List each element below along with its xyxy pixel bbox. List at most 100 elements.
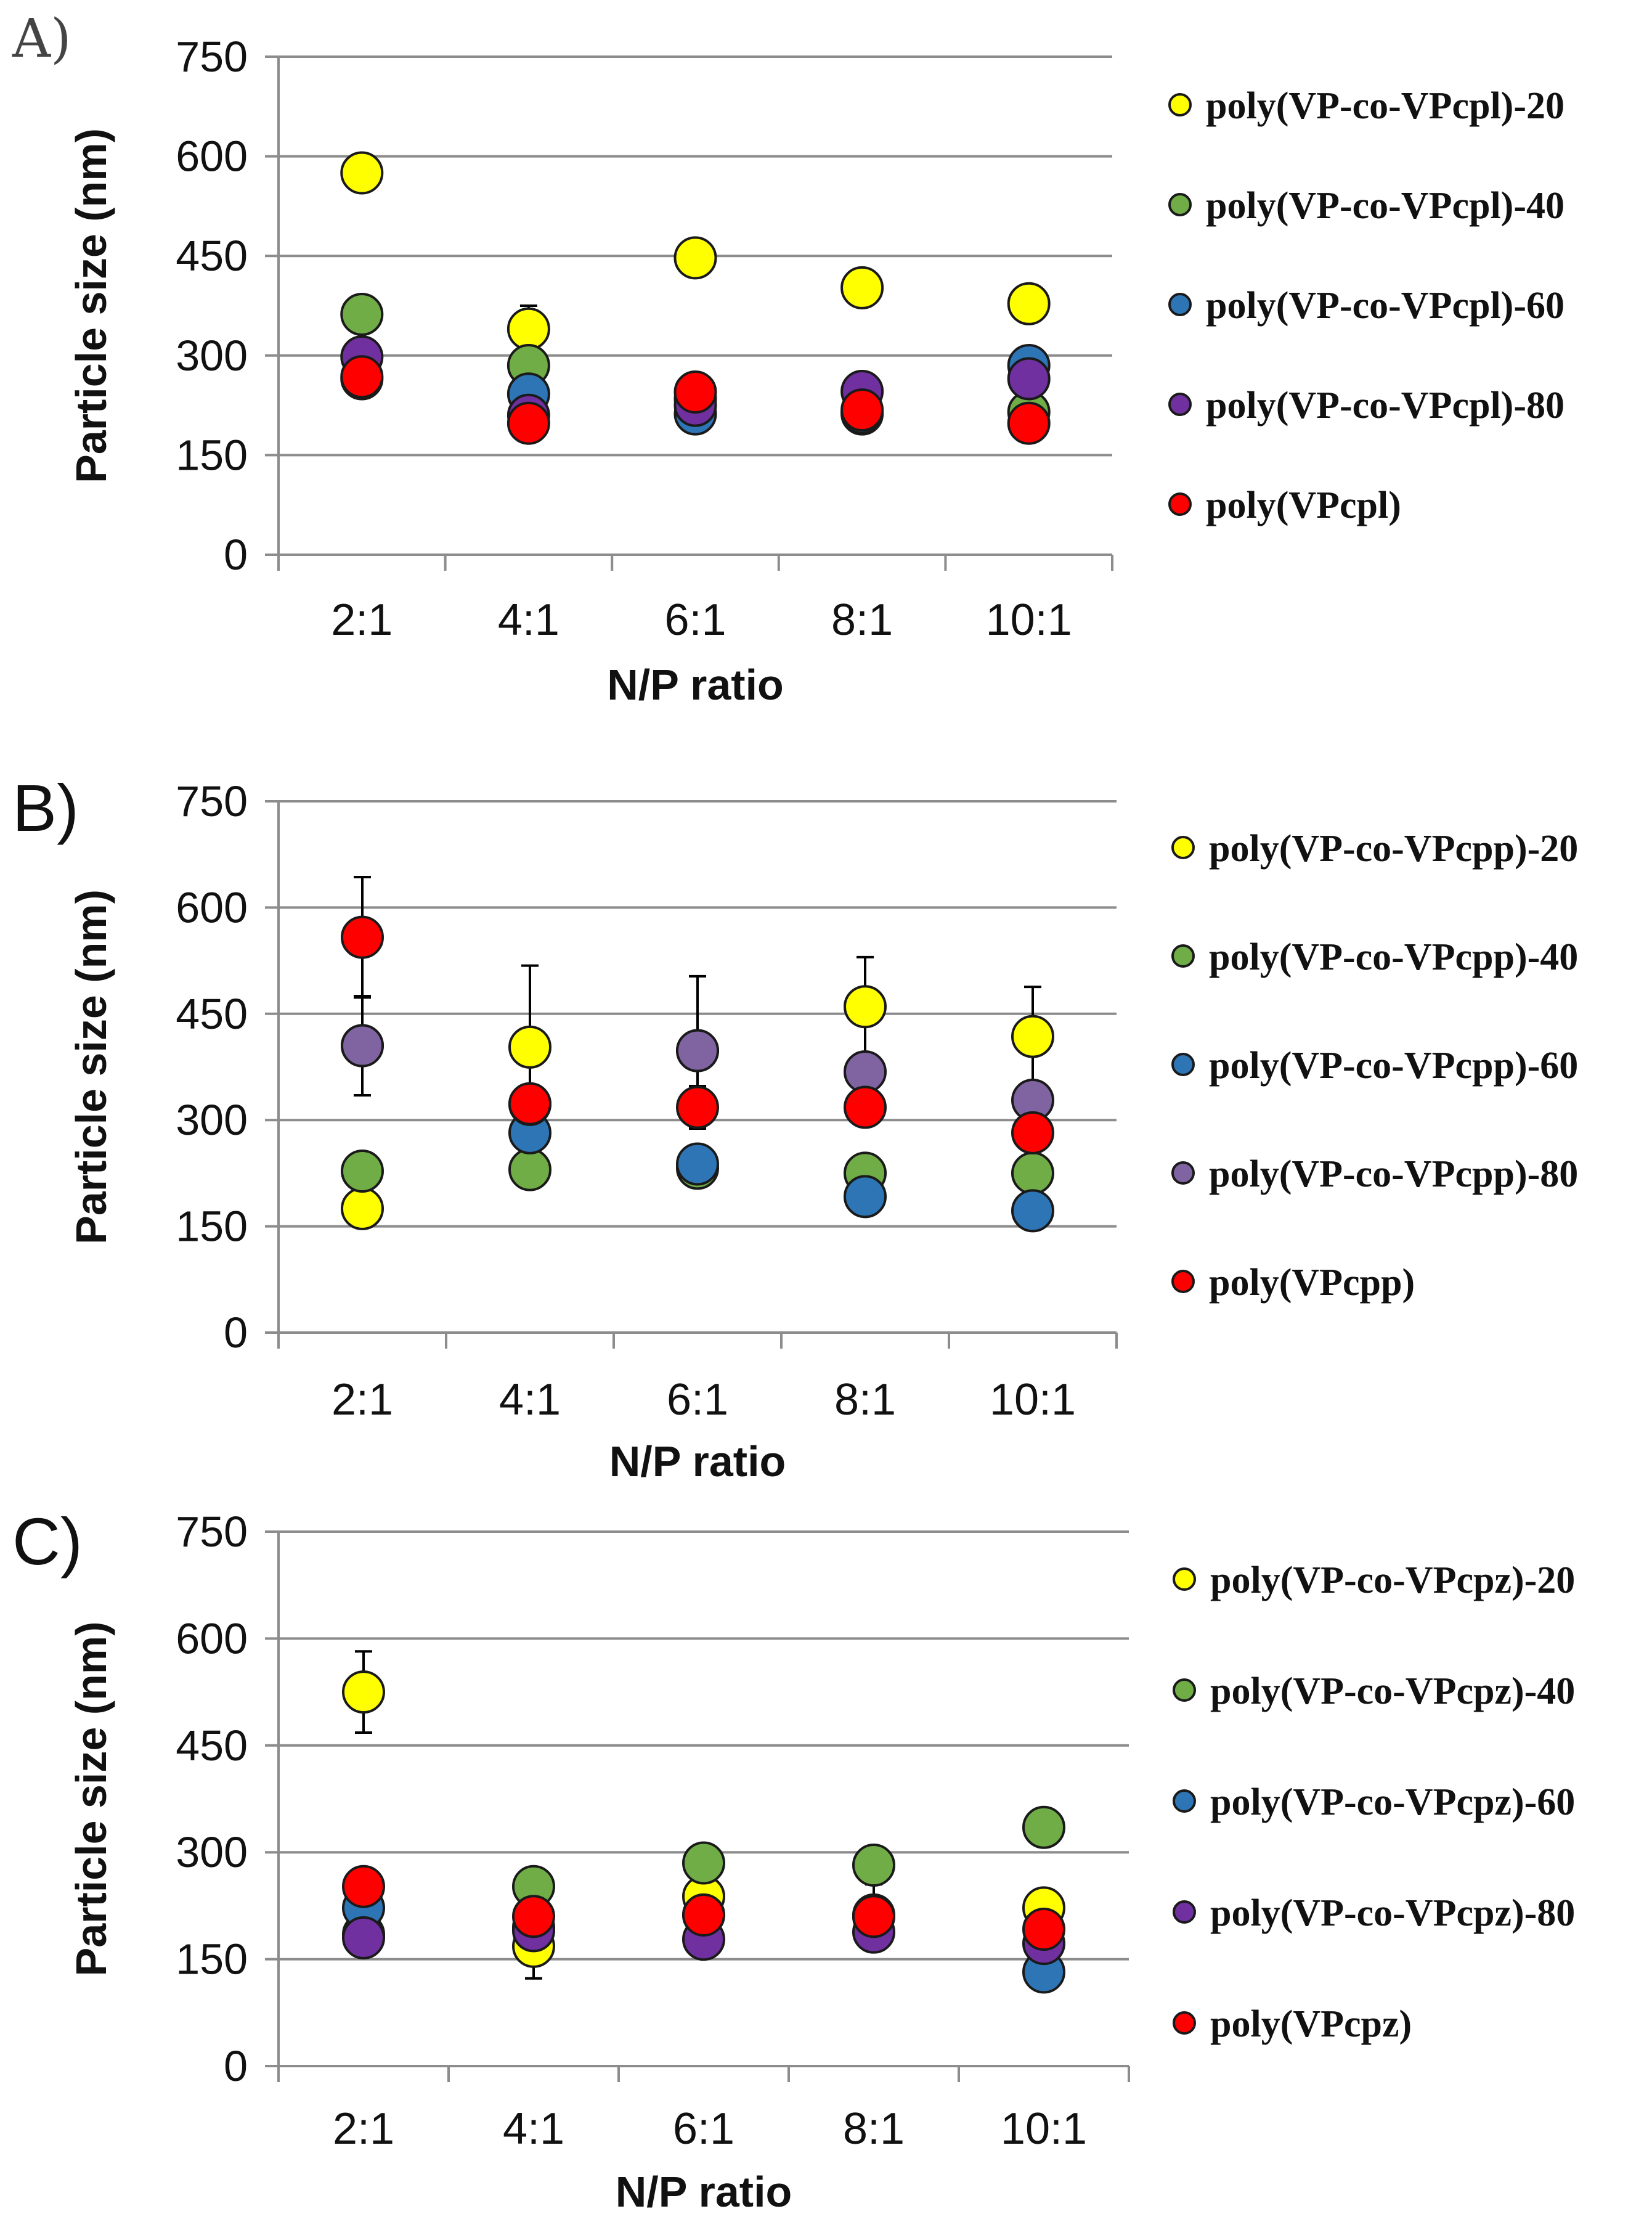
data-point-series-1 xyxy=(341,1187,384,1230)
y-tick-label: 750 xyxy=(176,33,248,81)
y-tick-label: 600 xyxy=(176,883,248,931)
data-point-series-3 xyxy=(844,1175,887,1219)
data-point-series-5 xyxy=(512,1895,555,1938)
legend-entry: poly(VPcpz) xyxy=(1210,2003,1412,2045)
legend-entry: poly(VPcpl) xyxy=(1206,484,1401,526)
x-tick-label: 4:1 xyxy=(498,595,559,645)
x-tick-label: 4:1 xyxy=(503,2104,564,2154)
x-tick-label: 4:1 xyxy=(499,1375,561,1424)
data-point-series-2 xyxy=(1011,1151,1054,1195)
legend: poly(VP-co-VPcpp)-20 poly(VP-co-VPcpp)-40… xyxy=(1171,828,1578,1304)
data-point-series-5 xyxy=(1022,1908,1065,1951)
panel-label: B) xyxy=(12,770,79,845)
legend-entry: poly(VP-co-VPcpp)-80 xyxy=(1209,1153,1578,1195)
chart-panel-1: A) 0 150 300 450 600 750 2:1 4:1 6:1 8:1 10:1 N/P ra… xyxy=(12,8,1565,709)
x-axis-title: N/P ratio xyxy=(607,661,784,709)
data-point-series-2 xyxy=(852,1844,895,1887)
data-point-series-1 xyxy=(840,266,884,309)
y-tick-label: 0 xyxy=(224,2042,248,2090)
legend-entry: poly(VP-co-VPcpz)-40 xyxy=(1210,1670,1575,1712)
legend: poly(VP-co-VPcpz)-20 poly(VP-co-VPcpz)-40… xyxy=(1173,1559,1575,2045)
chart-panel-2: B) 0 150 300 450 600 750 2:1 4:1 6:1 8:1 10:1 N/P ra… xyxy=(12,770,1578,1485)
data-point-series-2 xyxy=(340,293,384,337)
legend-marker xyxy=(1168,93,1192,116)
data-point-series-2 xyxy=(508,1148,551,1191)
data-point-series-2 xyxy=(1022,1805,1065,1849)
y-tick-label: 600 xyxy=(176,133,248,181)
legend-marker xyxy=(1171,944,1195,968)
x-tick-label: 10:1 xyxy=(1001,2104,1087,2154)
data-point-series-5 xyxy=(342,1865,385,1908)
x-tick-label: 2:1 xyxy=(332,1375,393,1424)
y-tick-label: 150 xyxy=(176,1203,248,1251)
y-tick-label: 0 xyxy=(224,531,248,579)
y-tick-label: 450 xyxy=(176,1722,248,1770)
data-point-series-5 xyxy=(852,1895,895,1938)
x-tick-label: 2:1 xyxy=(331,595,393,645)
legend-marker xyxy=(1168,393,1192,416)
legend-entry: poly(VP-co-VPcpp)-20 xyxy=(1209,828,1578,870)
legend-marker xyxy=(1168,293,1192,316)
legend-entry: poly(VP-co-VPcpl)-80 xyxy=(1206,385,1565,427)
legend-marker xyxy=(1173,1789,1196,1813)
data-point-series-1 xyxy=(844,985,887,1029)
legend-entry: poly(VP-co-VPcpl)-60 xyxy=(1206,285,1565,327)
data-point-series-5 xyxy=(682,1893,725,1937)
data-point-series-4 xyxy=(342,1916,385,1959)
y-tick-label: 750 xyxy=(176,1508,248,1556)
data-point-series-4 xyxy=(676,1029,719,1072)
x-axis-title: N/P ratio xyxy=(616,2168,792,2214)
data-point-series-3 xyxy=(1011,1189,1054,1233)
data-point-series-1 xyxy=(508,1025,551,1069)
x-tick-label: 6:1 xyxy=(667,1375,728,1424)
y-tick-label: 300 xyxy=(176,1096,248,1144)
data-point-series-1 xyxy=(507,307,550,351)
x-axis-title: N/P ratio xyxy=(609,1437,786,1485)
x-tick-label: 8:1 xyxy=(843,2104,905,2154)
legend-entry: poly(VP-co-VPcpz)-80 xyxy=(1210,1892,1575,1934)
data-point-series-5 xyxy=(1007,401,1051,445)
legend-entry: poly(VP-co-VPcpp)-60 xyxy=(1209,1045,1578,1087)
legend-entry: poly(VP-co-VPcpp)-40 xyxy=(1209,936,1578,978)
x-tick-label: 10:1 xyxy=(990,1375,1076,1424)
legend-marker xyxy=(1173,1567,1196,1591)
data-point-series-1 xyxy=(1007,282,1051,325)
data-point-series-1 xyxy=(1011,1015,1054,1058)
legend-marker xyxy=(1168,193,1192,216)
x-tick-label: 6:1 xyxy=(673,2104,734,2154)
y-tick-label: 150 xyxy=(176,431,248,479)
y-tick-label: 150 xyxy=(176,1935,248,1983)
panel-label: A) xyxy=(12,8,71,70)
data-point-series-5 xyxy=(840,388,884,432)
y-tick-label: 0 xyxy=(224,1309,248,1357)
legend: poly(VP-co-VPcpl)-20 poly(VP-co-VPcpl)-40… xyxy=(1168,85,1565,526)
data-point-series-5 xyxy=(844,1085,887,1129)
data-point-series-5 xyxy=(508,1082,551,1125)
y-tick-label: 600 xyxy=(176,1614,248,1662)
legend-marker xyxy=(1168,492,1192,516)
data-point-series-2 xyxy=(341,1149,384,1193)
data-point-series-3 xyxy=(676,1142,719,1186)
data-point-series-5 xyxy=(507,401,550,445)
legend-marker xyxy=(1171,1161,1195,1185)
legend-entry: poly(VP-co-VPcpz)-60 xyxy=(1210,1781,1575,1823)
legend-entry: poly(VPcpp) xyxy=(1209,1262,1415,1304)
y-tick-label: 450 xyxy=(176,232,248,280)
x-tick-label: 2:1 xyxy=(333,2104,394,2154)
y-axis-title: Particle size (nm) xyxy=(67,889,115,1244)
y-tick-label: 750 xyxy=(176,777,248,825)
data-point-series-5 xyxy=(340,355,384,399)
data-point-series-1 xyxy=(342,1670,385,1714)
data-point-series-5 xyxy=(1011,1111,1054,1154)
legend-marker xyxy=(1171,1270,1195,1293)
data-point-series-4 xyxy=(1007,357,1051,401)
y-axis-title: Particle size (nm) xyxy=(67,1622,115,1977)
x-tick-label: 8:1 xyxy=(831,595,893,645)
data-point-series-5 xyxy=(676,1085,719,1129)
y-tick-label: 450 xyxy=(176,990,248,1038)
legend-marker xyxy=(1173,2011,1196,2035)
x-tick-label: 10:1 xyxy=(986,595,1072,645)
data-point-series-5 xyxy=(673,370,717,414)
chart-panel-3: C) 0 150 300 450 600 750 2:1 4:1 6:1 8:1 10:1 N/P ra… xyxy=(12,1504,1575,2214)
data-point-series-1 xyxy=(673,236,717,280)
